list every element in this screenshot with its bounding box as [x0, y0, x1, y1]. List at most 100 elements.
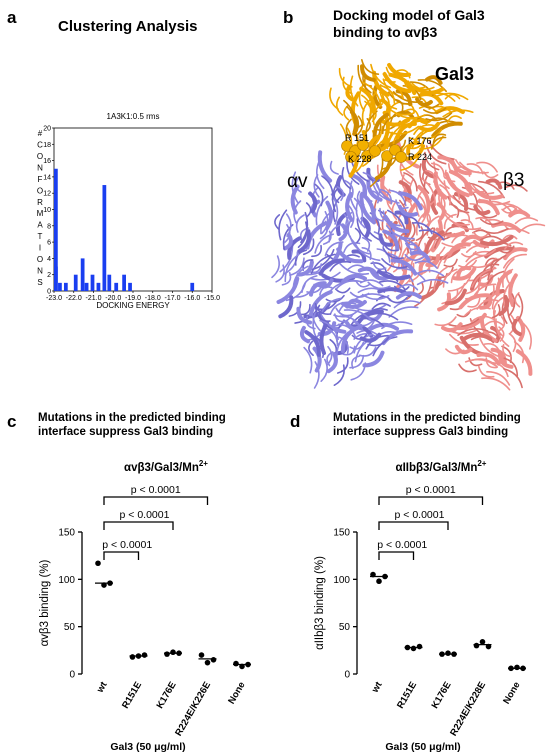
- data-point: [410, 645, 417, 652]
- y-tick-label: 20: [43, 126, 51, 133]
- histogram-bar: [84, 282, 89, 291]
- data-point: [170, 649, 176, 656]
- data-point: [204, 659, 211, 666]
- panel-d-label: d: [290, 412, 301, 431]
- x-tick-label: R151E: [395, 680, 419, 711]
- y-tick-label: 150: [333, 528, 350, 539]
- residue-sphere: [369, 145, 381, 157]
- clustering-histogram: 1A3K1:0.5 rms 0 2 4 6 8 10 12 14 16 18 20 -23.0 -22.0…: [37, 112, 220, 310]
- data-point: [141, 652, 148, 658]
- significance-bracket: [103, 551, 140, 560]
- panel-b-label: b: [283, 8, 294, 27]
- x-axis-label: DOCKING ENERGY: [96, 301, 170, 310]
- x-tick-label: -17.0: [165, 295, 181, 302]
- significance-bracket: [103, 521, 174, 530]
- significance-bracket: [378, 551, 415, 560]
- gal3-protein: [329, 59, 474, 188]
- panel-c-label: c: [7, 412, 17, 431]
- y-tick-label: 0: [47, 289, 51, 296]
- p-value-label: p < 0.0001: [131, 484, 181, 496]
- y-tick-label: 0: [344, 670, 350, 681]
- data-point: [233, 660, 239, 667]
- x-tick-label: K176E: [155, 680, 179, 711]
- residue-sphere: [345, 151, 357, 163]
- interface-residues: [341, 139, 407, 163]
- y-tick-label: 2: [47, 272, 51, 279]
- panel-b-title: Docking model of Gal3 binding to αvβ3: [333, 7, 485, 40]
- y-axis-label-char: N: [37, 267, 43, 276]
- docking-model-illustration: Gal3 αv β3 R 151 K 176 K 228 R 224: [271, 59, 546, 391]
- data-point: [101, 582, 107, 588]
- data-point: [479, 639, 486, 645]
- histogram-title: 1A3K1:0.5 rms: [107, 112, 160, 121]
- x-tick-label: wt: [94, 679, 110, 695]
- residue-label: R 224: [408, 152, 432, 162]
- x-tick-label: R224E/K226E: [173, 680, 213, 738]
- chart-title: αvβ3/Gal3/Mn2+: [124, 459, 208, 474]
- data-point: [404, 644, 411, 651]
- beta3-label: β3: [503, 170, 525, 191]
- y-axis-label: αvβ3 binding (%): [39, 559, 51, 646]
- y-tick-label: 6: [47, 240, 51, 247]
- y-tick-label: 100: [333, 575, 350, 586]
- gal3-label: Gal3: [435, 64, 474, 84]
- y-axis-label-char: F: [38, 175, 43, 184]
- histogram-bar: [107, 274, 112, 291]
- data-point: [514, 664, 520, 671]
- panel-c-title: Mutations in the predicted binding inter…: [38, 412, 226, 438]
- data-point: [445, 650, 451, 656]
- histogram-bar: [58, 282, 62, 291]
- x-tick-label: R151E: [120, 680, 144, 711]
- y-axis-label-char: O: [37, 152, 43, 161]
- data-point: [135, 653, 142, 659]
- x-tick-label: -16.0: [184, 295, 200, 302]
- y-tick-label: 0: [69, 670, 75, 681]
- data-point: [245, 661, 251, 668]
- data-point: [370, 571, 376, 578]
- x-tick-label: -18.0: [145, 295, 161, 302]
- aiib3-binding-chart: αIIbβ3/Gal3/Mn2+ p < 0.0001 p < 0.0001 p < …: [314, 459, 526, 753]
- x-axis-label: Gal3 (50 μg/ml): [110, 741, 185, 753]
- y-tick-label: 50: [339, 622, 351, 633]
- data-point: [107, 580, 113, 586]
- x-tick-label: -19.0: [125, 295, 141, 302]
- data-point: [210, 657, 217, 663]
- residue-label: K 228: [348, 154, 372, 164]
- p-value-label: p < 0.0001: [377, 539, 427, 551]
- panel-a-label: a: [7, 8, 17, 27]
- data-point: [198, 652, 205, 658]
- residue-sphere: [357, 139, 369, 151]
- y-tick-label: 10: [43, 207, 51, 214]
- p-value-label: p < 0.0001: [406, 484, 456, 496]
- y-axis-label-char: #: [38, 129, 43, 138]
- data-point: [520, 665, 526, 672]
- data-point: [451, 651, 457, 657]
- histogram-bar: [114, 282, 119, 291]
- data-point: [239, 663, 245, 670]
- y-axis-label-char: A: [37, 221, 43, 230]
- histogram-bar: [102, 185, 107, 291]
- data-point: [376, 578, 382, 585]
- x-tick-label: -23.0: [46, 295, 62, 302]
- x-tick-label: -21.0: [86, 295, 102, 302]
- y-tick-label: 16: [43, 158, 51, 165]
- histogram-bar: [54, 168, 58, 291]
- significance-bracket: [103, 496, 209, 505]
- x-tick-label: -22.0: [66, 295, 82, 302]
- y-axis-label-char: S: [37, 278, 42, 287]
- histogram-bar: [128, 282, 132, 291]
- x-tick-label: -15.0: [204, 295, 220, 302]
- y-axis-label-char: O: [37, 255, 43, 264]
- y-axis-label-char: I: [39, 244, 41, 253]
- y-tick-label: 50: [64, 622, 76, 633]
- y-axis-label-char: C: [37, 140, 43, 149]
- beta3-tail: [434, 254, 533, 391]
- data-point: [176, 650, 182, 656]
- residue-sphere: [381, 150, 393, 162]
- p-value-label: p < 0.0001: [395, 509, 445, 521]
- panel-a-title: Clustering Analysis: [58, 18, 198, 35]
- x-tick-label: None: [226, 680, 247, 706]
- x-axis-label: Gal3 (50 μg/ml): [385, 741, 460, 753]
- data-point: [382, 573, 388, 580]
- data-point: [508, 665, 514, 672]
